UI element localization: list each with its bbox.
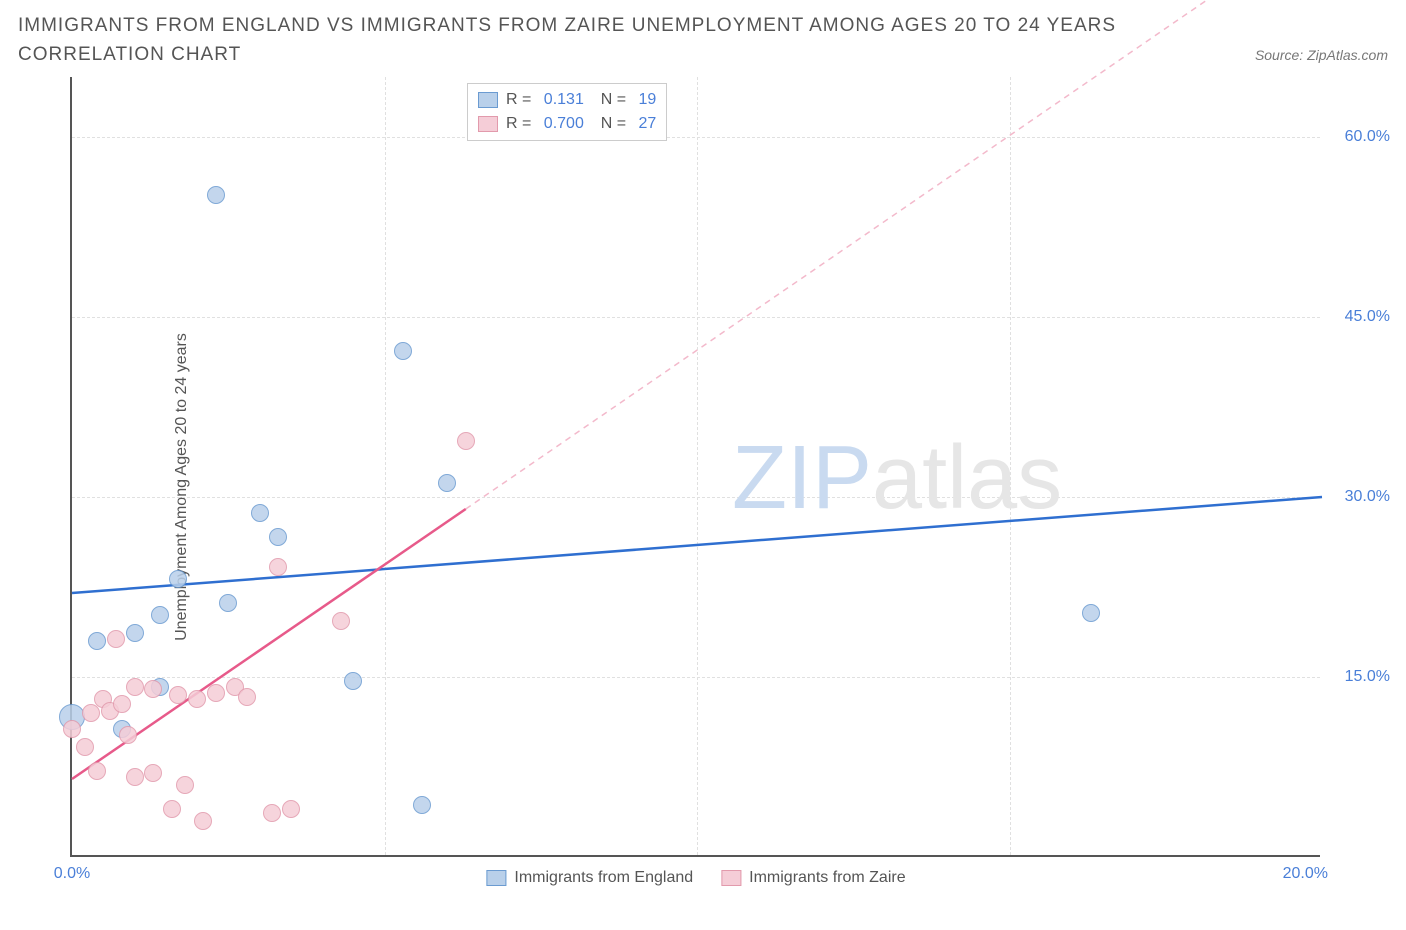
data-point bbox=[88, 632, 106, 650]
gridline-v bbox=[1010, 77, 1011, 855]
data-point bbox=[163, 800, 181, 818]
data-point bbox=[76, 738, 94, 756]
gridline-v bbox=[697, 77, 698, 855]
data-point bbox=[263, 804, 281, 822]
data-point bbox=[332, 612, 350, 630]
y-tick-label: 45.0% bbox=[1330, 308, 1390, 326]
data-point bbox=[82, 704, 100, 722]
data-point bbox=[176, 776, 194, 794]
gridline-h bbox=[72, 497, 1320, 498]
data-point bbox=[251, 504, 269, 522]
data-point bbox=[413, 796, 431, 814]
data-point bbox=[126, 768, 144, 786]
data-point bbox=[144, 764, 162, 782]
data-point bbox=[207, 684, 225, 702]
y-tick-label: 60.0% bbox=[1330, 128, 1390, 146]
data-point bbox=[238, 688, 256, 706]
data-point bbox=[119, 726, 137, 744]
data-point bbox=[344, 672, 362, 690]
y-tick-label: 15.0% bbox=[1330, 668, 1390, 686]
data-point bbox=[394, 342, 412, 360]
data-point bbox=[188, 690, 206, 708]
watermark: ZIPatlas bbox=[732, 427, 1062, 530]
data-point bbox=[126, 678, 144, 696]
stats-legend: R = 0.131 N = 19R = 0.700 N = 27 bbox=[467, 83, 667, 141]
data-point bbox=[144, 680, 162, 698]
source-attribution: Source: ZipAtlas.com bbox=[1255, 47, 1388, 63]
data-point bbox=[269, 558, 287, 576]
gridline-v bbox=[385, 77, 386, 855]
data-point bbox=[63, 720, 81, 738]
series-legend: Immigrants from England Immigrants from Z… bbox=[486, 869, 905, 887]
stats-legend-row: R = 0.700 N = 27 bbox=[478, 112, 656, 136]
data-point bbox=[151, 606, 169, 624]
data-point bbox=[219, 594, 237, 612]
data-point bbox=[457, 432, 475, 450]
stats-legend-row: R = 0.131 N = 19 bbox=[478, 88, 656, 112]
chart-title: IMMIGRANTS FROM ENGLAND VS IMMIGRANTS FR… bbox=[18, 12, 1118, 69]
data-point bbox=[282, 800, 300, 818]
plot-area: 15.0%30.0%45.0%60.0%0.0%20.0%ZIPatlasR =… bbox=[70, 77, 1320, 857]
x-tick-label: 20.0% bbox=[1283, 865, 1328, 883]
data-point bbox=[438, 474, 456, 492]
chart-container: Unemployment Among Ages 20 to 24 years 1… bbox=[18, 77, 1388, 897]
data-point bbox=[126, 624, 144, 642]
data-point bbox=[194, 812, 212, 830]
gridline-h bbox=[72, 317, 1320, 318]
data-point bbox=[169, 686, 187, 704]
y-tick-label: 30.0% bbox=[1330, 488, 1390, 506]
data-point bbox=[169, 570, 187, 588]
data-point bbox=[207, 186, 225, 204]
data-point bbox=[113, 695, 131, 713]
series-legend-item: Immigrants from England bbox=[486, 869, 693, 887]
x-tick-label: 0.0% bbox=[54, 865, 90, 883]
data-point bbox=[269, 528, 287, 546]
gridline-h bbox=[72, 137, 1320, 138]
data-point bbox=[88, 762, 106, 780]
gridline-h bbox=[72, 677, 1320, 678]
series-legend-item: Immigrants from Zaire bbox=[721, 869, 905, 887]
data-point bbox=[1082, 604, 1100, 622]
data-point bbox=[107, 630, 125, 648]
